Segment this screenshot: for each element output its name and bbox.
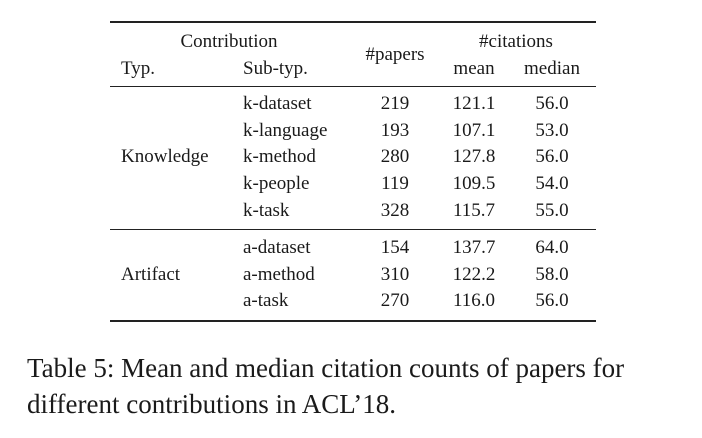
header-mean: mean	[453, 58, 495, 79]
cell-mean: 137.7	[452, 237, 496, 258]
cell-median: 56.0	[535, 290, 569, 312]
cell-median: 54.0	[535, 173, 569, 195]
bottom-rule	[110, 320, 596, 322]
cell-mean: 127.8	[452, 146, 496, 168]
cell-papers: 193	[380, 119, 410, 141]
header-papers: #papers	[365, 44, 425, 65]
cell-papers: 328	[380, 199, 410, 221]
cell-papers: 219	[380, 93, 410, 114]
header-contribution: Contribution	[180, 31, 278, 52]
cell-papers: 310	[380, 263, 410, 285]
group-rule	[110, 229, 596, 230]
cell-papers: 280	[380, 146, 410, 168]
cell-subtype: a-method	[243, 263, 315, 285]
cell-subtype: k-language	[243, 119, 328, 141]
top-rule	[110, 21, 596, 23]
header-subtyp: Sub-typ.	[243, 58, 308, 79]
group-type: Knowledge	[121, 146, 209, 168]
cell-mean: 107.1	[452, 119, 496, 141]
header-typ: Typ.	[121, 58, 156, 79]
cell-mean: 122.2	[452, 263, 496, 285]
header-citations: #citations	[479, 31, 553, 52]
cell-median: 64.0	[535, 237, 569, 258]
header-rule	[110, 86, 596, 87]
cell-papers: 119	[381, 173, 409, 195]
cell-subtype: k-dataset	[243, 93, 312, 114]
cell-mean: 109.5	[452, 173, 496, 195]
header-median: median	[524, 58, 580, 79]
cell-mean: 115.7	[452, 199, 496, 221]
cell-median: 55.0	[535, 199, 569, 221]
cell-median: 58.0	[535, 263, 569, 285]
cell-papers: 270	[380, 290, 410, 312]
cell-mean: 116.0	[452, 290, 496, 312]
group-type: Artifact	[121, 263, 181, 285]
cell-median: 56.0	[535, 146, 569, 168]
cell-subtype: a-dataset	[243, 237, 311, 258]
cell-subtype: a-task	[243, 290, 289, 312]
cell-mean: 121.1	[452, 93, 496, 114]
cell-papers: 154	[380, 237, 410, 258]
cell-subtype: k-task	[243, 199, 290, 221]
cell-subtype: k-people	[243, 173, 310, 195]
table-caption: Table 5: Mean and median citation counts…	[27, 353, 625, 419]
cell-median: 53.0	[535, 119, 569, 141]
cell-subtype: k-method	[243, 146, 316, 168]
cell-median: 56.0	[535, 93, 569, 114]
